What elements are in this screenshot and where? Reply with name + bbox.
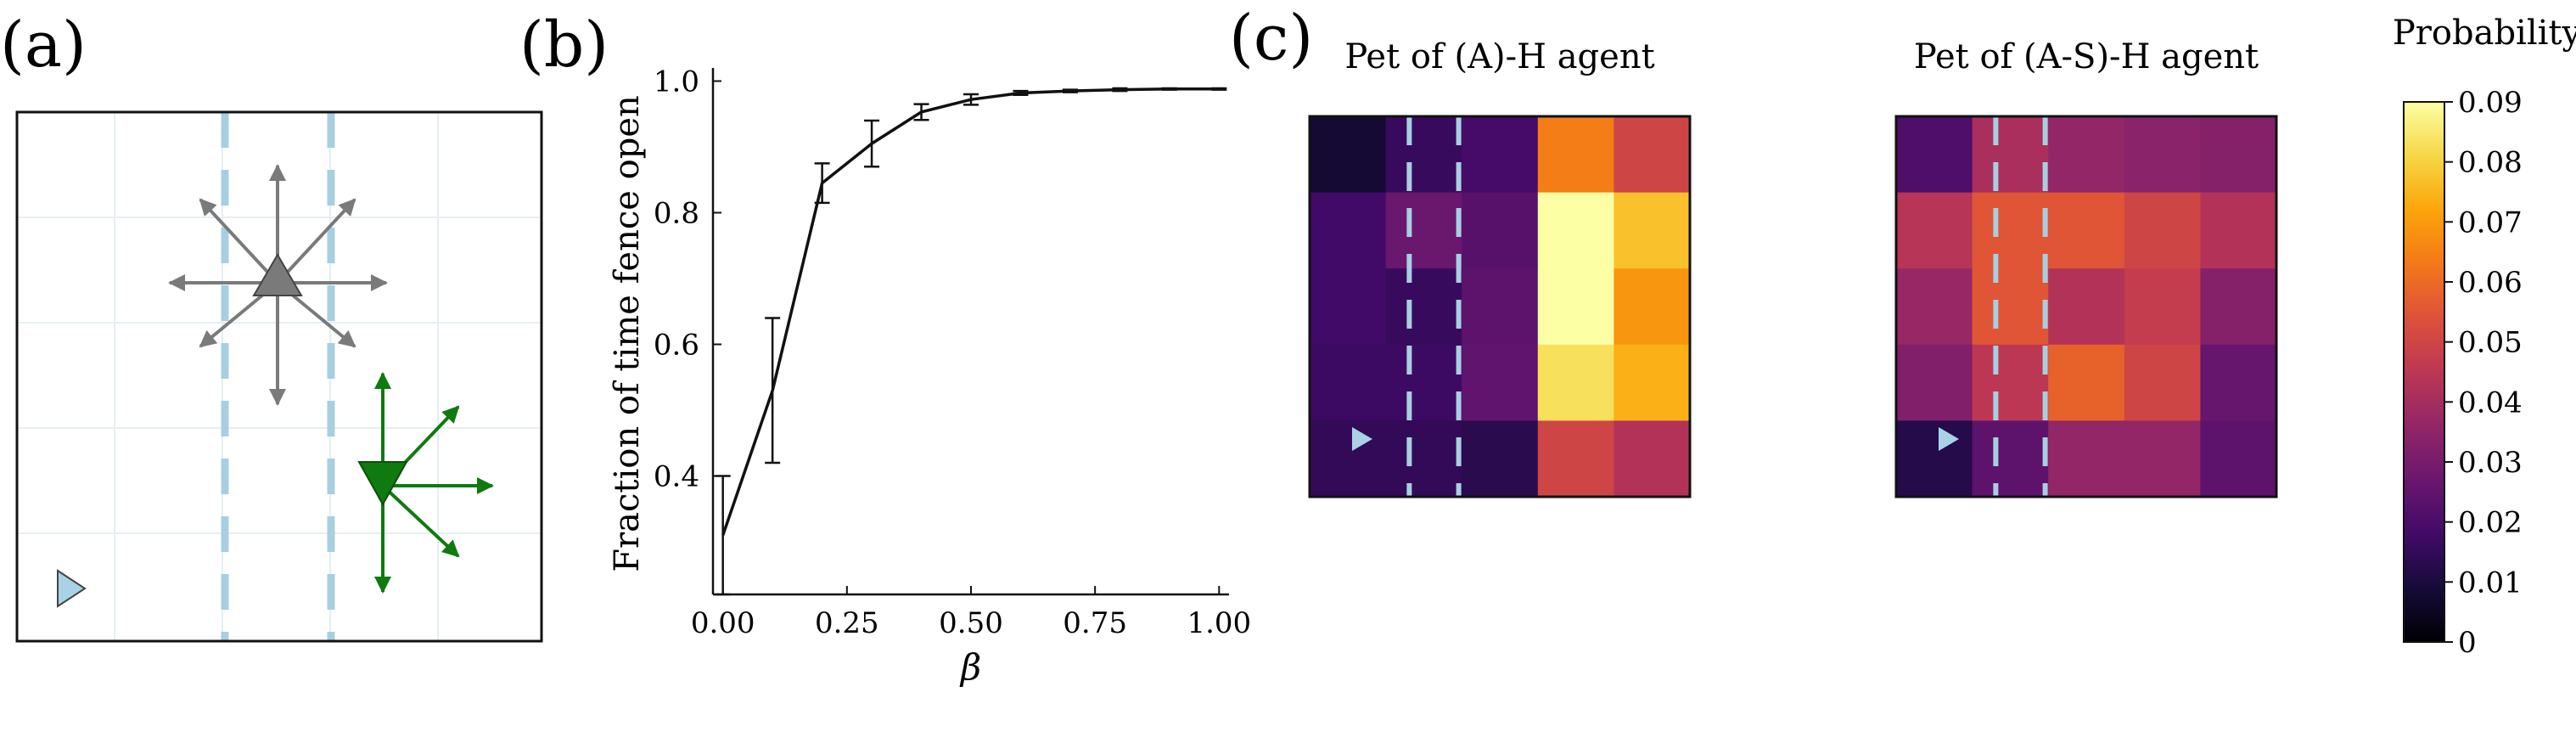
heatmap-cell bbox=[1972, 116, 2049, 194]
heatmap-cell bbox=[1310, 420, 1387, 498]
heatmap-cell bbox=[2048, 192, 2125, 269]
colorbar-tick-label: 0.09 bbox=[2458, 86, 2523, 120]
x-tick-label: 0.50 bbox=[939, 606, 1003, 640]
heatmap-cell bbox=[2124, 420, 2201, 498]
gray-agent-icon bbox=[252, 253, 303, 296]
colorbar-tick-label: 0.02 bbox=[2458, 506, 2523, 540]
gray-agent-moves bbox=[168, 164, 388, 406]
heatmap-cell bbox=[1896, 268, 1973, 346]
green-agent-icon bbox=[357, 461, 408, 507]
y-tick-label: 1.0 bbox=[654, 65, 699, 99]
panel-b-label: (b) bbox=[519, 8, 609, 82]
heatmap-cell bbox=[2200, 420, 2277, 498]
line-chart: 0.00 0.25 0.50 0.75 1.00 0.4 0.6 0.8 1.0 Fractio… bbox=[608, 65, 1251, 689]
heatmap-cell bbox=[1614, 192, 1691, 269]
colorbar-tick-label: 0.08 bbox=[2458, 146, 2523, 180]
heatmap-cell bbox=[2124, 116, 2201, 194]
heatmap-cell bbox=[1462, 268, 1539, 346]
heatmap-cell bbox=[1972, 192, 2049, 269]
heatmap-cell bbox=[2200, 268, 2277, 346]
colorbar-tick-label: 0.05 bbox=[2458, 326, 2523, 360]
y-tick-label: 0.8 bbox=[654, 197, 699, 231]
heatmap-cell bbox=[1385, 268, 1462, 346]
heatmap-cell bbox=[1537, 192, 1614, 269]
heatmap-right bbox=[1894, 115, 2278, 498]
gridworld-panel bbox=[15, 110, 543, 643]
x-tick-label: 1.00 bbox=[1187, 606, 1251, 640]
heatmap-cell bbox=[1462, 344, 1539, 421]
heatmap-left-title: Pet of (A)-H agent bbox=[1344, 37, 1654, 76]
heatmap-cell bbox=[1972, 344, 2049, 421]
colorbar bbox=[2403, 101, 2445, 643]
colorbar-tick-label: 0 bbox=[2458, 626, 2477, 660]
heatmap-cell bbox=[1896, 344, 1973, 421]
goal-triangle-icon bbox=[57, 569, 87, 608]
colorbar-tick-label: 0.06 bbox=[2458, 266, 2523, 300]
fence bbox=[221, 112, 335, 641]
heatmap-cell bbox=[2048, 116, 2125, 194]
heatmap-cell bbox=[2048, 268, 2125, 346]
colorbar-tick-label: 0.04 bbox=[2458, 386, 2523, 419]
heatmap-cell bbox=[1385, 420, 1462, 498]
heatmap-cell bbox=[1385, 192, 1462, 269]
heatmap-cell bbox=[1385, 344, 1462, 421]
heatmap-cell bbox=[1972, 268, 2049, 346]
heatmap-border bbox=[1894, 115, 2278, 498]
panel-a-label: (a) bbox=[0, 8, 87, 82]
colorbar-title: Probability bbox=[2393, 14, 2576, 53]
series-line bbox=[721, 87, 1220, 536]
heatmap-cell bbox=[1614, 116, 1691, 194]
heatmap-cell bbox=[2200, 116, 2277, 194]
heatmap-left bbox=[1308, 115, 1692, 498]
heatmap-cell bbox=[1614, 268, 1691, 346]
goal-triangle-icon bbox=[1939, 427, 1959, 451]
heatmap-cell bbox=[2048, 344, 2125, 421]
heatmap-cell bbox=[2124, 268, 2201, 346]
heatmap-cell bbox=[1614, 344, 1691, 421]
y-tick-label: 0.4 bbox=[654, 460, 699, 494]
colorbar-tick-label: 0.03 bbox=[2458, 446, 2523, 480]
x-axis-label: β bbox=[959, 646, 981, 688]
heatmap-cell bbox=[1462, 420, 1539, 498]
heatmap-cell bbox=[1310, 344, 1387, 421]
heatmap-cell bbox=[1537, 344, 1614, 421]
x-tick-label: 0.75 bbox=[1063, 606, 1127, 640]
x-tick-label: 0.25 bbox=[815, 606, 879, 640]
heatmap-cell bbox=[1614, 420, 1691, 498]
goal-triangle-icon bbox=[1352, 427, 1372, 451]
heatmap-cell bbox=[1310, 116, 1387, 194]
heatmap-cell bbox=[1896, 116, 1973, 194]
panel-c-label: (c) bbox=[1229, 2, 1313, 75]
y-axis-label: Fraction of time fence open bbox=[608, 95, 647, 572]
heatmap-cell bbox=[1537, 116, 1614, 194]
heatmap-border bbox=[1308, 115, 1692, 498]
colorbar-tick-label: 0.01 bbox=[2458, 566, 2523, 600]
heatmap-cell bbox=[2124, 344, 2201, 421]
heatmap-cell bbox=[2124, 192, 2201, 269]
heatmap-cell bbox=[1462, 192, 1539, 269]
heatmap-cell bbox=[1896, 420, 1973, 498]
heatmap-cell bbox=[1310, 192, 1387, 269]
heatmap-cell bbox=[1462, 116, 1539, 194]
heatmap-cell bbox=[1537, 268, 1614, 346]
heatmap-right-title: Pet of (A-S)-H agent bbox=[1914, 37, 2259, 76]
gridworld-border bbox=[15, 110, 543, 643]
heatmap-cell bbox=[1896, 192, 1973, 269]
heatmap-cell bbox=[2200, 192, 2277, 269]
colorbar-tick-label: 0.07 bbox=[2458, 206, 2523, 239]
heatmap-cell bbox=[2200, 344, 2277, 421]
heatmap-cell bbox=[2048, 420, 2125, 498]
heatmap-cell bbox=[1310, 268, 1387, 346]
heatmap-cell bbox=[1972, 420, 2049, 498]
heatmap-cell bbox=[1537, 420, 1614, 498]
y-tick-label: 0.6 bbox=[654, 329, 699, 363]
heatmap-cell bbox=[1385, 116, 1462, 194]
x-tick-label: 0.00 bbox=[691, 606, 755, 640]
